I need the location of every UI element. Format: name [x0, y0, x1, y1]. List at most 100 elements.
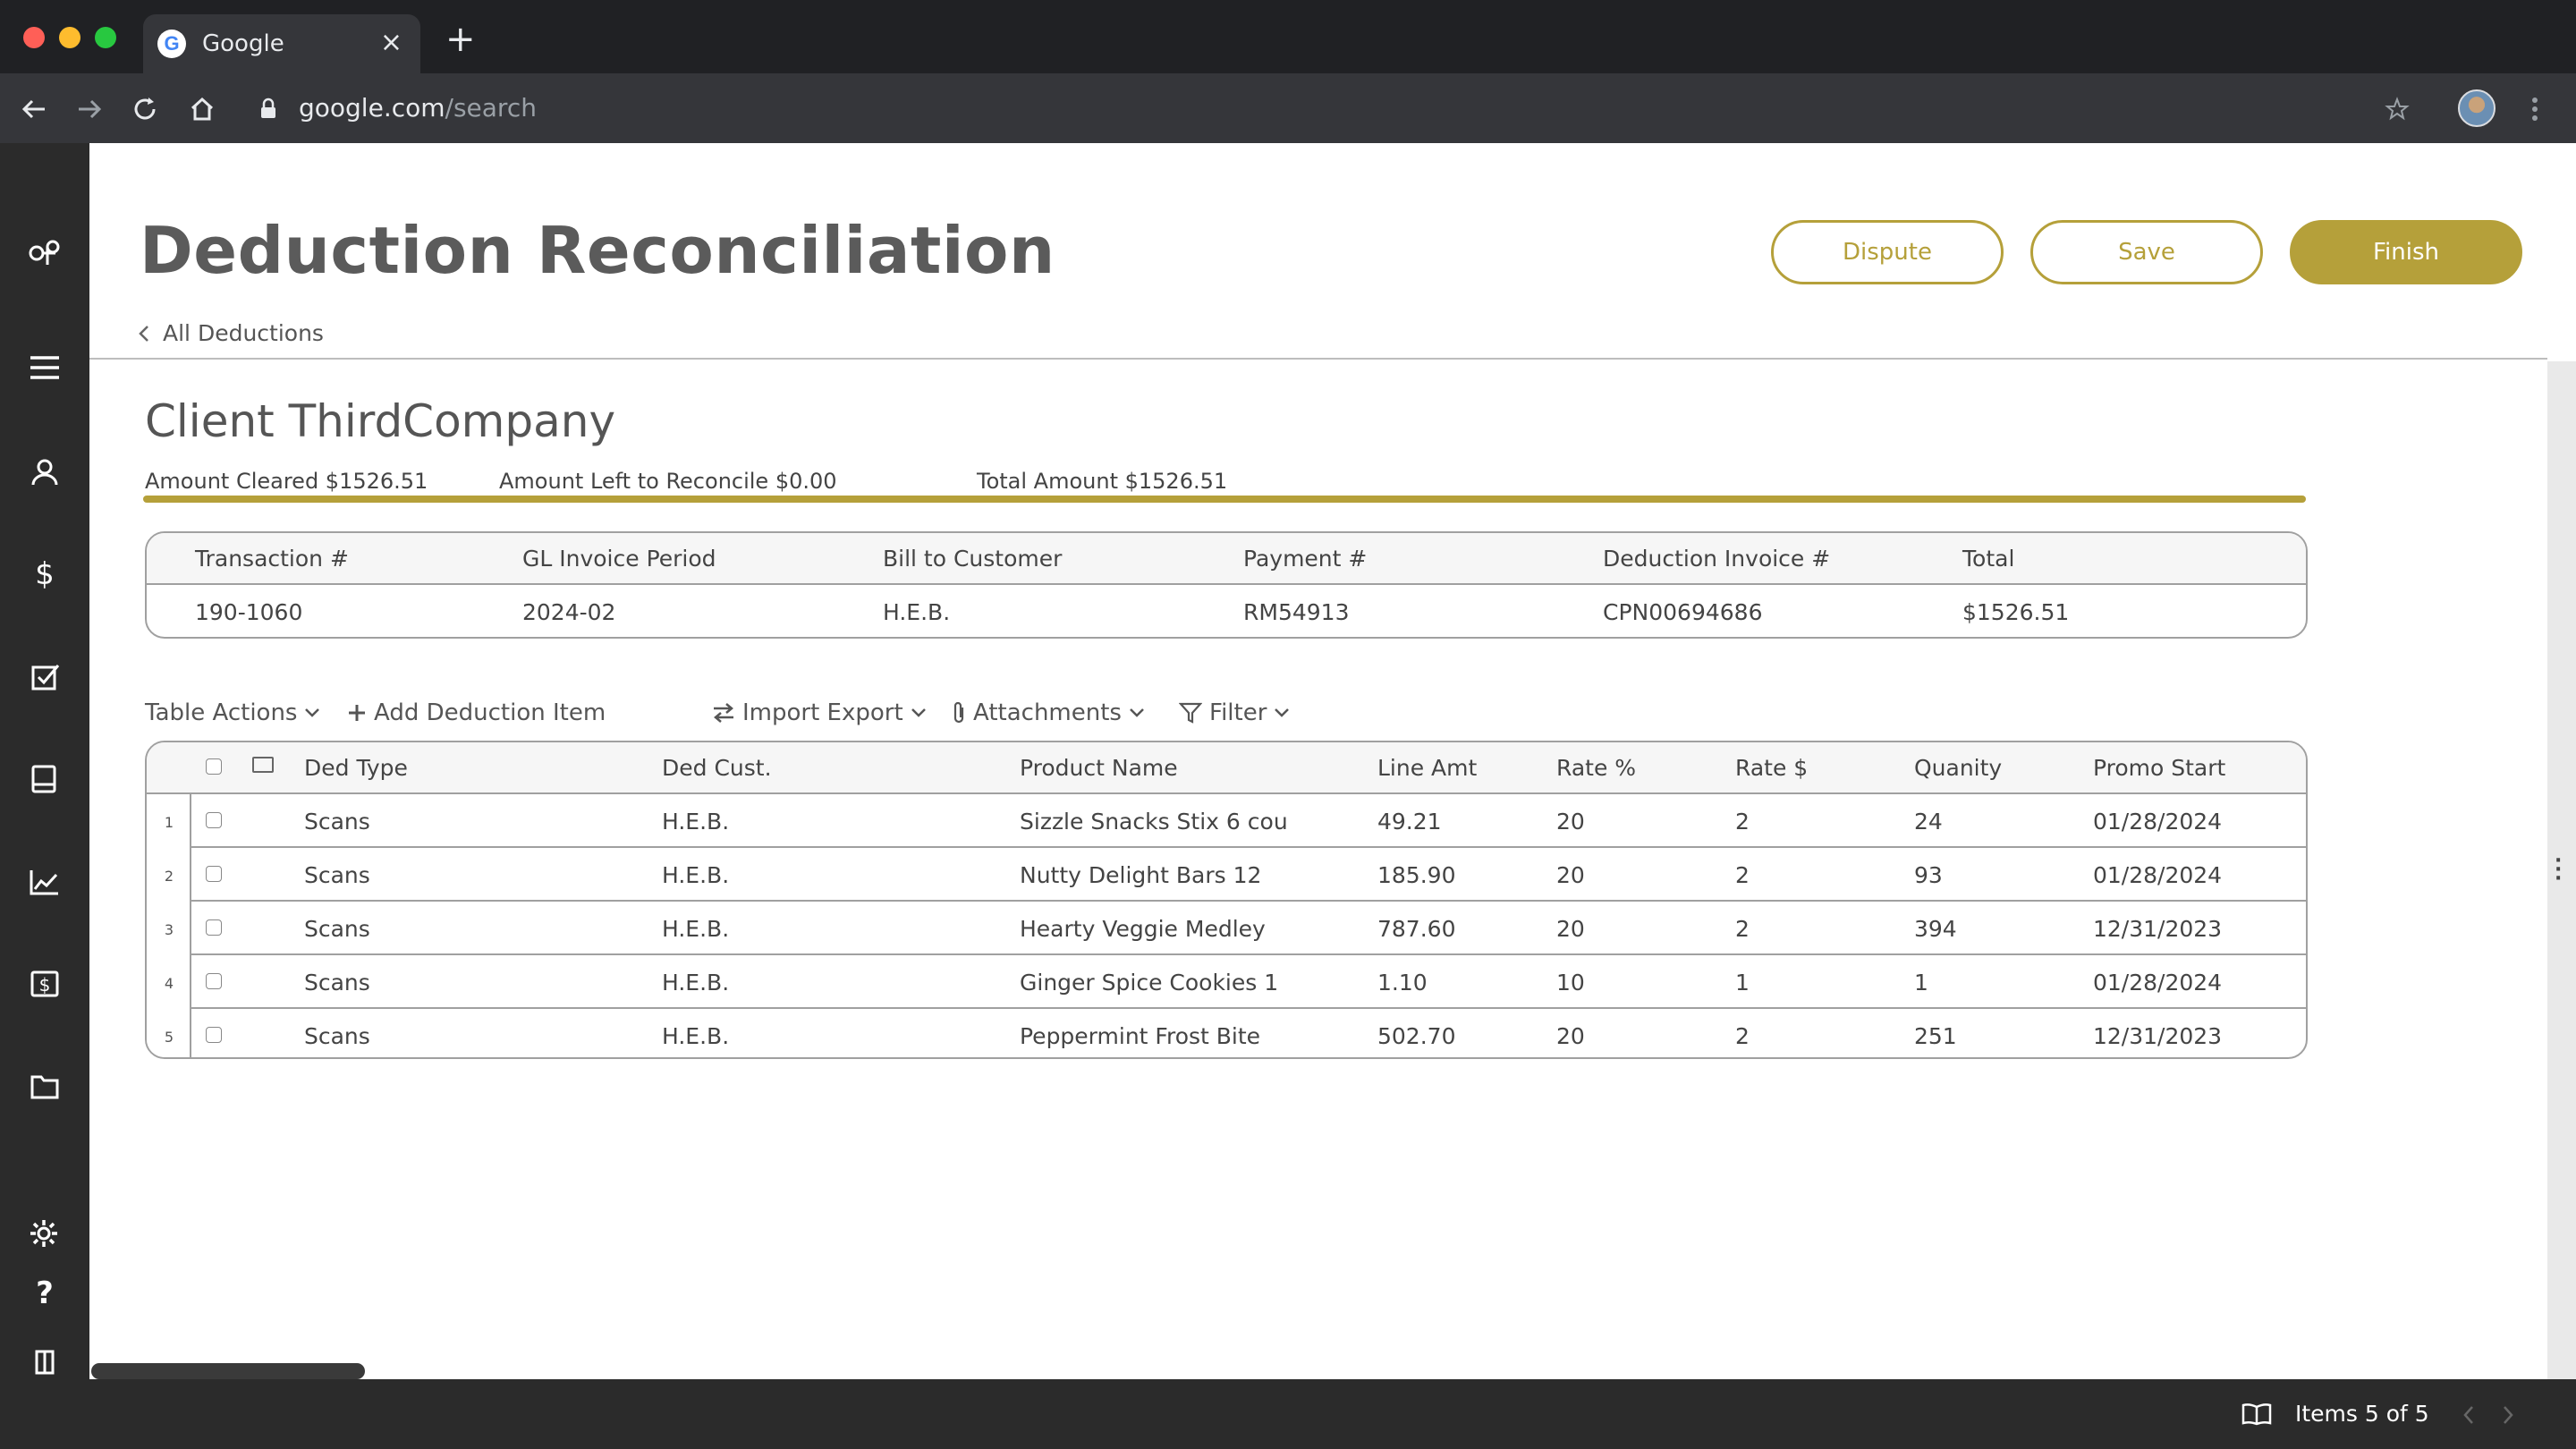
- table-actions-dropdown[interactable]: Table Actions: [145, 699, 320, 726]
- star-icon[interactable]: [2385, 97, 2410, 122]
- new-tab-button[interactable]: +: [445, 19, 476, 60]
- filter-icon: [1179, 702, 1202, 724]
- attachments-dropdown[interactable]: Attachments: [952, 699, 1145, 726]
- vertical-dots-icon[interactable]: · · ·: [2555, 850, 2563, 890]
- cell-quantity: 1: [1914, 970, 1928, 996]
- cell-ded-type: Scans: [304, 809, 370, 835]
- header-line-amt[interactable]: Line Amt: [1377, 755, 1478, 781]
- cell-rate-pct: 20: [1556, 1023, 1585, 1049]
- svg-text:$: $: [39, 974, 51, 996]
- attachments-label: Attachments: [973, 699, 1122, 726]
- tab-close-icon[interactable]: ×: [379, 27, 402, 58]
- cell-rate-dollar: 1: [1735, 970, 1750, 996]
- header-ded-type[interactable]: Ded Type: [304, 755, 408, 781]
- logo-icon[interactable]: [27, 238, 64, 268]
- value-gl-invoice-period: 2024-02: [522, 599, 616, 625]
- value-deduction-invoice: CPN00694686: [1603, 599, 1763, 625]
- paperclip-icon: [953, 701, 964, 724]
- header-product-name[interactable]: Product Name: [1020, 755, 1178, 781]
- window-close-dot[interactable]: [23, 27, 45, 48]
- open-book-icon[interactable]: [2241, 1402, 2272, 1426]
- bookmark-icon[interactable]: [34, 1349, 55, 1376]
- header-rate-pct[interactable]: Rate %: [1556, 755, 1637, 781]
- checkbox-icon[interactable]: [30, 662, 61, 691]
- cell-rate-pct: 10: [1556, 970, 1585, 996]
- folder-icon[interactable]: [30, 1073, 60, 1100]
- back-link-label: All Deductions: [163, 320, 324, 346]
- table-row[interactable]: Scans H.E.B. Hearty Veggie Medley 787.60…: [191, 902, 2306, 955]
- add-deduction-item-label: Add Deduction Item: [374, 699, 606, 726]
- cell-quantity: 394: [1914, 916, 1957, 942]
- cell-quantity: 251: [1914, 1023, 1957, 1049]
- home-icon[interactable]: [188, 95, 216, 123]
- header-bill-to-customer: Bill to Customer: [883, 546, 1063, 572]
- chevron-down-icon: [1275, 708, 1290, 717]
- vertical-scrollbar[interactable]: [2547, 361, 2576, 1379]
- cell-promo-start: 01/28/2024: [2093, 970, 2223, 996]
- save-button[interactable]: Save: [2030, 220, 2263, 284]
- value-transaction: 190-1060: [195, 599, 303, 625]
- add-deduction-item-button[interactable]: Add Deduction Item: [347, 699, 606, 726]
- user-icon[interactable]: [30, 458, 59, 487]
- address-bar[interactable]: google.com/search: [299, 93, 537, 123]
- row-checkbox[interactable]: [206, 866, 222, 882]
- cell-product-name: Ginger Spice Cookies 1: [1020, 970, 1279, 996]
- cell-ded-type: Scans: [304, 916, 370, 942]
- invoice-icon[interactable]: $: [30, 970, 60, 1000]
- reload-icon[interactable]: [131, 95, 159, 123]
- back-icon[interactable]: [20, 95, 48, 123]
- row-checkbox[interactable]: [206, 973, 222, 989]
- chevron-down-icon: [1130, 708, 1144, 717]
- tab-title: Google: [202, 30, 284, 57]
- cell-promo-start: 12/31/2023: [2093, 916, 2223, 942]
- chevron-down-icon: [911, 708, 926, 717]
- import-export-dropdown[interactable]: Import Export: [712, 699, 927, 726]
- window-maximize-dot[interactable]: [95, 27, 116, 48]
- row-checkbox[interactable]: [206, 812, 222, 828]
- book-icon[interactable]: [30, 764, 57, 794]
- dollar-icon[interactable]: $: [35, 556, 55, 592]
- select-all-checkbox[interactable]: [206, 758, 222, 775]
- header-payment: Payment #: [1243, 546, 1368, 572]
- table-row[interactable]: Scans H.E.B. Peppermint Frost Bite 502.7…: [191, 1009, 2306, 1057]
- comment-icon: [252, 757, 274, 773]
- page-header: Deduction Reconciliation Dispute Save Fi…: [89, 143, 2576, 360]
- import-export-label: Import Export: [742, 699, 903, 726]
- total-amount: Total Amount $1526.51: [977, 469, 1228, 494]
- table-row[interactable]: Scans H.E.B. Nutty Delight Bars 12 185.9…: [191, 848, 2306, 902]
- table-row[interactable]: Scans H.E.B. Ginger Spice Cookies 1 1.10…: [191, 955, 2306, 1009]
- cell-line-amt: 49.21: [1377, 809, 1442, 835]
- url-host: google.com: [299, 93, 445, 123]
- header-ded-cust[interactable]: Ded Cust.: [662, 755, 772, 781]
- help-icon[interactable]: ?: [36, 1275, 54, 1311]
- finish-button[interactable]: Finish: [2290, 220, 2522, 284]
- dispute-button[interactable]: Dispute: [1771, 220, 2004, 284]
- plus-icon: [349, 705, 365, 721]
- header-promo-start[interactable]: Promo Start: [2093, 755, 2226, 781]
- chevron-right-icon[interactable]: [2501, 1404, 2515, 1426]
- horizontal-scrollbar[interactable]: [91, 1363, 365, 1379]
- value-total: $1526.51: [1962, 599, 2070, 625]
- header-rate-dollar[interactable]: Rate $: [1735, 755, 1809, 781]
- cell-ded-cust: H.E.B.: [662, 916, 730, 942]
- row-checkbox[interactable]: [206, 919, 222, 936]
- forward-icon[interactable]: [75, 95, 104, 123]
- header-quantity[interactable]: Quanity: [1914, 755, 2003, 781]
- browser-tab[interactable]: G Google ×: [143, 14, 420, 73]
- row-number: 5: [164, 1029, 174, 1046]
- browser-toolbar: google.com/search: [0, 73, 2576, 143]
- profile-avatar[interactable]: [2458, 89, 2496, 127]
- chevron-left-icon[interactable]: [2462, 1404, 2476, 1426]
- cell-ded-cust: H.E.B.: [662, 809, 730, 835]
- client-title: Client ThirdCompany: [145, 395, 616, 447]
- menu-icon[interactable]: [29, 354, 61, 381]
- filter-dropdown[interactable]: Filter: [1179, 699, 1290, 726]
- table-row[interactable]: Scans H.E.B. Sizzle Snacks Stix 6 cou 49…: [191, 794, 2306, 848]
- chart-icon[interactable]: [29, 868, 61, 896]
- window-minimize-dot[interactable]: [59, 27, 80, 48]
- back-link[interactable]: All Deductions: [138, 320, 324, 346]
- row-checkbox[interactable]: [206, 1027, 222, 1043]
- settings-icon[interactable]: [29, 1218, 59, 1249]
- menu-dots-icon[interactable]: [2528, 95, 2542, 123]
- cell-promo-start: 01/28/2024: [2093, 809, 2223, 835]
